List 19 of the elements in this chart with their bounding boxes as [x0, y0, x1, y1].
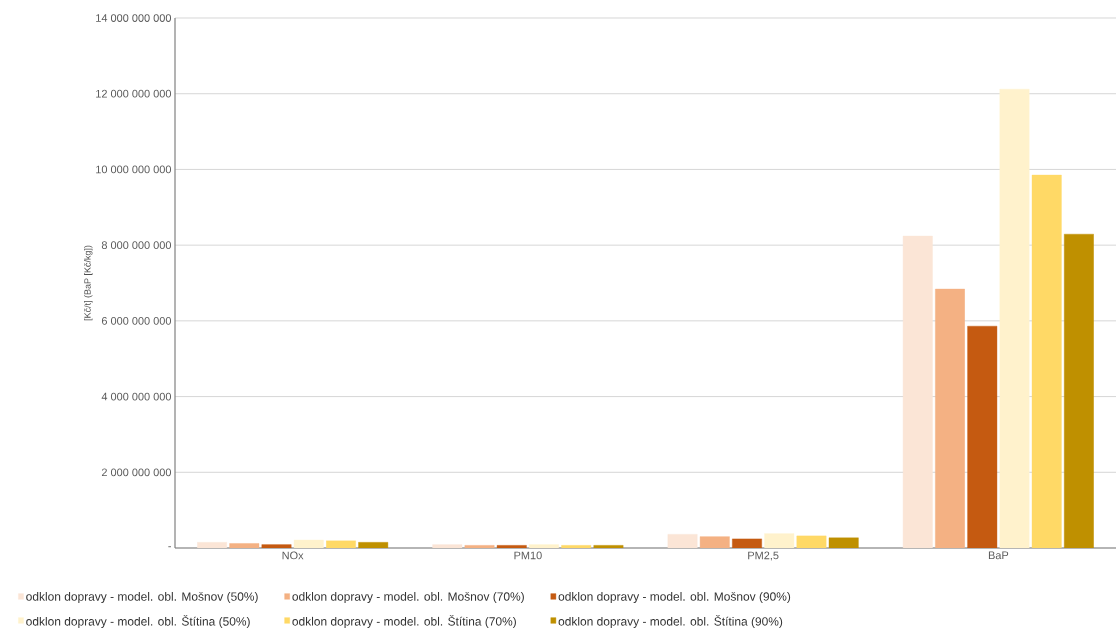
legend-label: odklon dopravy - model. obl. Štítina (90%)	[558, 615, 783, 629]
legend-label: odklon dopravy - model. obl. Mošnov (90%)	[558, 591, 791, 604]
y-axis-title: [Kč/t] (BaP [Kč/kg])	[84, 245, 93, 321]
x-tick-label: BaP	[988, 551, 1009, 560]
legend-label: odklon dopravy - model. obl. Mošnov (50%)	[26, 591, 258, 604]
y-tick-label: 12 000 000 000	[96, 89, 172, 98]
y-tick-label: 8 000 000 000	[101, 241, 172, 250]
y-tick-label: 10 000 000 000	[96, 165, 172, 174]
x-tick-label: PM10	[514, 551, 542, 560]
x-tick-label: NOx	[282, 551, 304, 560]
x-tick-label: PM2,5	[748, 551, 779, 561]
legend-label: odklon dopravy - model. obl. Štítina (70%)	[292, 615, 516, 629]
legend-label: odklon dopravy - model. obl. Mošnov (70%)	[292, 591, 524, 604]
y-tick-label: 6 000 000 000	[101, 316, 172, 325]
y-tick-label: -	[168, 546, 171, 548]
y-tick-label: 4 000 000 000	[101, 392, 172, 401]
y-tick-label: 14 000 000 000	[96, 14, 172, 22]
y-tick-label: 2 000 000 000	[101, 468, 172, 477]
legend-label: odklon dopravy - model. obl. Štítina (50%)	[26, 615, 250, 629]
